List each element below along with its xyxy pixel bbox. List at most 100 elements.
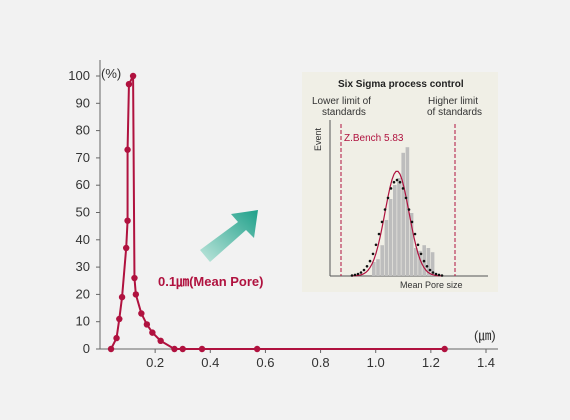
inset-bar: [388, 199, 393, 276]
y-tick-label: 90: [76, 95, 90, 110]
inset-dot: [356, 272, 360, 276]
x-tick-label: 0.6: [256, 355, 274, 370]
x-tick-labels: 0.2 0.4 0.6 0.8 1.0 1.2 1.4: [146, 349, 495, 370]
inset-dot: [404, 196, 408, 200]
data-point: [129, 72, 137, 80]
inset-dot: [425, 265, 429, 268]
inset-dot: [410, 220, 414, 224]
inset-bar: [380, 245, 384, 276]
x-tick-label: 1.2: [422, 355, 440, 370]
data-point: [124, 217, 131, 224]
inset-bar: [426, 248, 431, 276]
x-axis-unit: (㎛): [474, 328, 496, 344]
y-tick-labels: 0 10 20 30 40 50 60 70 80 90 100: [68, 68, 100, 356]
data-point: [116, 315, 123, 323]
y-tick-label: 40: [76, 232, 90, 247]
inset-y-label: Event: [313, 127, 323, 151]
series-points: [107, 72, 448, 353]
inset-lower-limit-line1: Lower limit of: [312, 96, 371, 107]
inset-bar: [397, 178, 401, 276]
inset-dot: [377, 232, 381, 236]
y-tick-label: 20: [76, 286, 90, 301]
inset-x-label: Mean Pore size: [400, 280, 463, 290]
inset-dot: [416, 243, 420, 247]
inset-bar: [393, 185, 397, 276]
x-tick-label: 1.4: [477, 355, 495, 370]
inset-bar: [384, 220, 389, 276]
inset-bar: [430, 252, 435, 276]
data-point: [122, 244, 130, 252]
inset-dot: [383, 208, 387, 211]
inset-dot: [434, 272, 438, 276]
inset-bar: [405, 147, 410, 276]
data-point: [125, 80, 133, 88]
data-point: [132, 291, 140, 298]
inset-dot: [413, 232, 417, 236]
data-point: [113, 334, 120, 342]
data-point: [107, 345, 115, 353]
y-tick-label: 100: [68, 68, 90, 83]
data-point: [149, 329, 156, 336]
y-tick-label: 80: [76, 123, 90, 138]
data-point: [143, 321, 151, 328]
mean-pore-arrow: [200, 210, 258, 262]
inset-upper-limit-line1: Higher limit: [428, 96, 478, 107]
data-point: [131, 274, 138, 282]
inset-dot: [389, 187, 393, 190]
six-sigma-inset: Six Sigma process control Lower limit of…: [302, 72, 498, 292]
y-tick-label: 0: [83, 341, 90, 356]
y-tick-label: 70: [76, 150, 90, 165]
x-tick-label: 0.2: [146, 355, 164, 370]
inset-dot: [362, 268, 366, 272]
inset-dot: [368, 259, 372, 263]
data-point: [171, 345, 178, 353]
data-point: [441, 345, 448, 353]
inset-bar: [409, 213, 414, 276]
inset-dotted-curve: [350, 178, 444, 277]
inset-dot: [398, 180, 402, 184]
inset-dot: [359, 271, 363, 274]
zbench-label: Z.Bench 5.83: [344, 133, 404, 144]
inset-upper-limit-line2: of standards: [427, 107, 482, 118]
inset-dot: [422, 259, 426, 263]
inset-bar: [401, 152, 405, 276]
inset-dot: [365, 265, 369, 268]
y-tick-label: 30: [76, 259, 90, 274]
inset-fit-curve: [351, 170, 443, 277]
data-point: [179, 345, 186, 353]
inset-dot: [353, 273, 357, 277]
inset-dot: [428, 268, 432, 272]
y-tick-label: 50: [76, 205, 90, 220]
inset-dot: [431, 271, 435, 274]
inset-dot: [371, 252, 375, 256]
mean-pore-label: 0.1㎛(Mean Pore): [158, 274, 263, 290]
arrow-icon: [200, 210, 258, 262]
inset-bar: [376, 259, 380, 276]
inset-dot: [440, 274, 444, 277]
inset-bar: [372, 262, 376, 276]
inset-dot: [395, 178, 399, 182]
inset-dot: [386, 196, 390, 200]
inset-dot: [380, 220, 384, 224]
x-tick-label: 1.0: [367, 355, 385, 370]
inset-dot: [350, 274, 354, 277]
y-tick-label: 10: [76, 314, 90, 329]
inset-bar: [418, 250, 422, 276]
data-point: [118, 293, 126, 301]
inset-dot: [437, 273, 441, 277]
inset-dot: [374, 243, 378, 247]
inset-dot: [407, 208, 411, 211]
inset-dot: [419, 252, 423, 256]
inset-bar: [414, 248, 418, 276]
data-point: [138, 310, 145, 317]
inset-lower-limit-line2: standards: [322, 107, 366, 118]
data-point: [198, 345, 206, 353]
inset-histogram: [372, 147, 435, 276]
x-tick-label: 0.4: [201, 355, 219, 370]
data-point: [157, 337, 164, 345]
y-axis-unit: (%): [101, 66, 121, 81]
y-tick-label: 60: [76, 177, 90, 192]
data-point: [124, 146, 131, 153]
